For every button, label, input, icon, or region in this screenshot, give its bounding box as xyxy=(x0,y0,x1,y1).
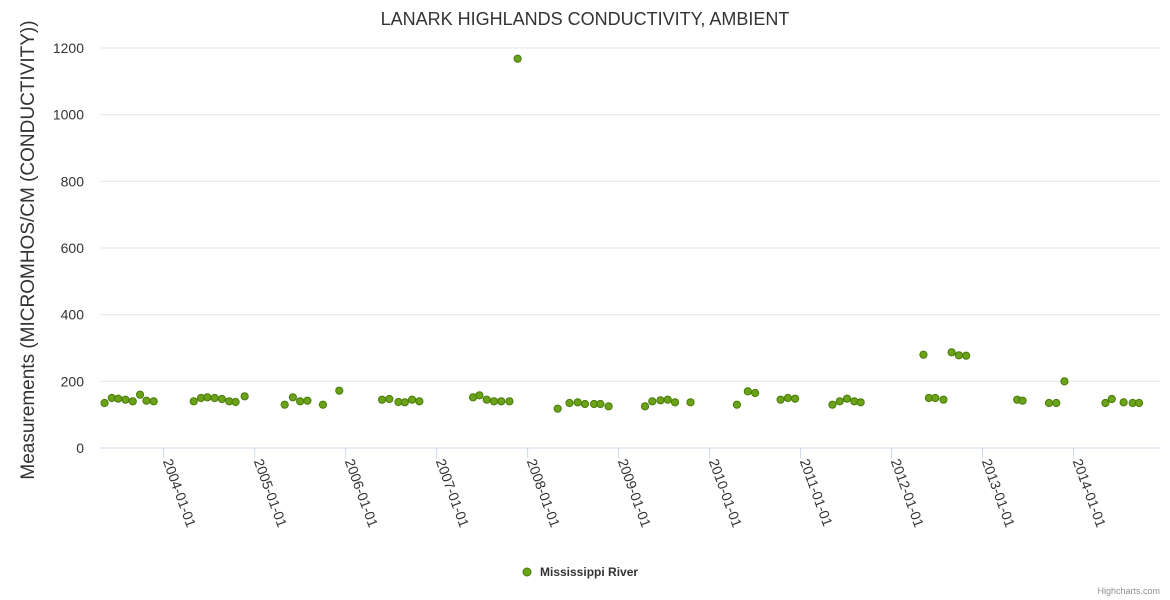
x-tick-label: 2006-01-01 xyxy=(342,457,382,530)
data-point[interactable] xyxy=(856,398,865,407)
data-point[interactable] xyxy=(240,392,249,401)
x-tick-label: 2004-01-01 xyxy=(160,457,200,530)
x-tick-label: 2014-01-01 xyxy=(1070,457,1110,530)
gridlines xyxy=(100,47,1160,382)
x-tick-label: 2005-01-01 xyxy=(251,457,291,530)
data-point[interactable] xyxy=(296,397,305,406)
x-axis: 2004-01-01 2005-01-01 2006-01-01 2007-01-01… xyxy=(100,447,1160,530)
credits-link[interactable]: Highcharts.com xyxy=(1097,586,1160,596)
data-point[interactable] xyxy=(962,351,971,360)
x-tick-label: 2012-01-01 xyxy=(888,457,928,530)
y-tick-label: 600 xyxy=(61,240,85,256)
data-point[interactable] xyxy=(1018,396,1027,405)
data-point[interactable] xyxy=(142,396,151,405)
y-tick-label: 800 xyxy=(61,173,85,189)
data-point[interactable] xyxy=(919,350,928,359)
y-tick-label: 0 xyxy=(76,440,84,456)
data-point[interactable] xyxy=(596,399,605,409)
data-point[interactable] xyxy=(217,394,227,404)
data-point[interactable] xyxy=(135,390,145,399)
y-axis-label: Measurements (MICROMHOS/CM (CONDUCTIVITY… xyxy=(18,20,39,479)
data-point[interactable] xyxy=(947,348,956,357)
data-points xyxy=(100,54,1144,413)
x-tick-label: 2007-01-01 xyxy=(433,457,473,530)
data-point[interactable] xyxy=(121,395,130,404)
data-point[interactable] xyxy=(318,400,328,409)
data-point[interactable] xyxy=(732,400,742,409)
data-point[interactable] xyxy=(1101,398,1110,408)
data-point[interactable] xyxy=(648,397,657,406)
data-point[interactable] xyxy=(663,395,672,404)
data-point[interactable] xyxy=(1107,394,1116,404)
data-point[interactable] xyxy=(203,393,212,402)
data-point[interactable] xyxy=(210,393,219,403)
legend-marker xyxy=(522,567,532,577)
data-point[interactable] xyxy=(189,397,198,406)
data-point[interactable] xyxy=(475,391,484,400)
y-axis: 0 200 400 600 800 1000 1200 xyxy=(53,40,84,456)
chart-title: LANARK HIGHLANDS CONDUCTIVITY, AMBIENT xyxy=(381,9,790,29)
data-point[interactable] xyxy=(791,394,800,403)
x-tick-label: 2011-01-01 xyxy=(797,457,836,529)
y-tick-label: 200 xyxy=(61,373,85,389)
data-point[interactable] xyxy=(303,396,312,405)
data-point[interactable] xyxy=(100,398,109,408)
data-point[interactable] xyxy=(553,404,562,413)
data-point[interactable] xyxy=(288,393,297,402)
legend-label[interactable]: Mississippi River xyxy=(540,565,638,579)
data-point[interactable] xyxy=(686,398,695,407)
y-tick-label: 1000 xyxy=(53,107,84,123)
x-tick-label: 2009-01-01 xyxy=(615,457,655,530)
data-point[interactable] xyxy=(128,397,137,406)
data-point[interactable] xyxy=(513,54,522,63)
data-point[interactable] xyxy=(1119,398,1128,407)
data-point[interactable] xyxy=(1052,398,1061,408)
data-point[interactable] xyxy=(931,393,940,403)
data-point[interactable] xyxy=(604,402,613,411)
data-point[interactable] xyxy=(776,395,785,404)
data-point[interactable] xyxy=(670,398,680,407)
data-point[interactable] xyxy=(640,402,650,411)
data-point[interactable] xyxy=(385,394,394,404)
data-point[interactable] xyxy=(497,397,506,406)
x-tick-label: 2008-01-01 xyxy=(524,457,564,530)
data-point[interactable] xyxy=(580,399,590,409)
data-point[interactable] xyxy=(939,395,948,404)
data-point[interactable] xyxy=(1044,398,1054,408)
y-tick-label: 1200 xyxy=(53,40,84,56)
x-tick-label: 2013-01-01 xyxy=(979,457,1019,530)
data-point[interactable] xyxy=(407,395,417,404)
data-point[interactable] xyxy=(656,396,665,405)
data-point[interactable] xyxy=(783,393,792,403)
data-point[interactable] xyxy=(489,397,499,406)
data-point[interactable] xyxy=(400,398,409,407)
data-point[interactable] xyxy=(114,394,123,403)
x-tick-label: 2010-01-01 xyxy=(706,457,746,530)
data-point[interactable] xyxy=(828,400,837,409)
data-point[interactable] xyxy=(505,397,514,406)
y-tick-label: 400 xyxy=(61,307,85,323)
data-point[interactable] xyxy=(335,386,344,395)
data-point[interactable] xyxy=(565,398,574,408)
data-point[interactable] xyxy=(751,388,760,398)
data-point[interactable] xyxy=(377,395,387,404)
data-point[interactable] xyxy=(835,397,844,406)
data-point[interactable] xyxy=(482,395,491,404)
data-point[interactable] xyxy=(842,394,852,403)
data-point[interactable] xyxy=(280,400,289,409)
data-point[interactable] xyxy=(573,398,582,407)
data-point[interactable] xyxy=(231,397,240,407)
data-point[interactable] xyxy=(1060,377,1069,386)
data-point[interactable] xyxy=(743,387,752,396)
data-point[interactable] xyxy=(415,397,424,406)
data-point[interactable] xyxy=(1134,398,1144,408)
legend[interactable]: Mississippi River xyxy=(522,565,638,579)
data-point[interactable] xyxy=(954,351,964,360)
data-point[interactable] xyxy=(149,397,158,406)
